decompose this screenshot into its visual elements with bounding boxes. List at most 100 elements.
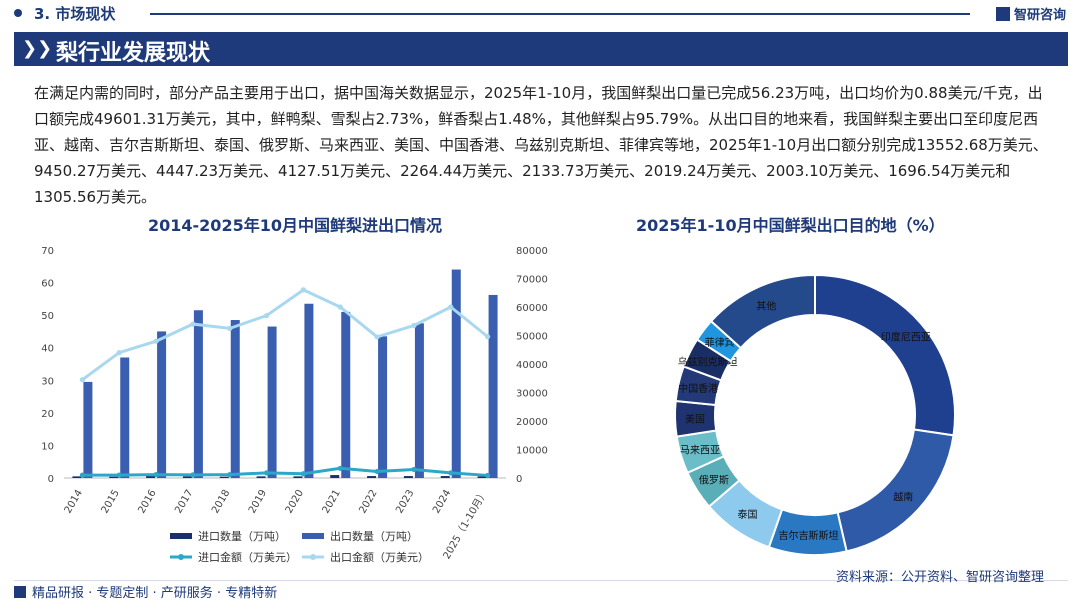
x-axis-tick: 2024 xyxy=(431,488,453,516)
line-point-0 xyxy=(227,471,233,478)
donut-slice xyxy=(814,273,956,437)
bar-0 xyxy=(293,476,303,478)
line-series-1 xyxy=(81,288,489,381)
x-axis-tick: 2023 xyxy=(394,488,416,516)
donut-slice-label: 马来西亚 xyxy=(680,444,720,456)
left-axis-tick: 10 xyxy=(41,441,54,452)
x-axis-tick: 2018 xyxy=(210,488,232,516)
left-axis-tick: 20 xyxy=(41,409,54,420)
footer-tagline: 精品研报 · 专题定制 · 产研服务 · 专精特新 xyxy=(14,582,277,601)
bar-1 xyxy=(378,336,388,478)
legend-label: 进口数量（万吨） xyxy=(198,530,286,543)
x-axis-tick: 2021 xyxy=(321,488,343,516)
bar-1 xyxy=(193,310,203,478)
bar-1 xyxy=(488,294,498,478)
donut-slice-label: 越南 xyxy=(893,490,913,503)
section-title: 3. 市场现状 xyxy=(34,5,116,23)
data-source: 资料来源：公开资料、智研咨询整理 xyxy=(835,570,1044,585)
donut-chart-title: 2025年1-10月中国鲜梨出口目的地（%） xyxy=(636,216,945,235)
brand-name: 智研咨询 xyxy=(1013,8,1066,23)
line-point-0 xyxy=(448,470,454,476)
line-point-0 xyxy=(79,472,86,478)
top-bar: 3. 市场现状 xyxy=(0,0,1080,26)
line-point-1 xyxy=(300,287,307,293)
line-point-0 xyxy=(263,470,270,476)
left-axis-tick: 70 xyxy=(41,246,54,257)
bar-0 xyxy=(182,476,192,478)
line-point-1 xyxy=(448,304,454,310)
bar-0 xyxy=(367,476,377,478)
bar-0 xyxy=(440,476,450,478)
line-point-0 xyxy=(153,471,159,478)
donut-slice xyxy=(709,273,816,350)
legend-marker xyxy=(178,554,184,560)
bar-0 xyxy=(219,476,229,478)
left-axis-tick: 50 xyxy=(41,311,54,322)
donut-slice xyxy=(836,428,955,553)
legend-swatch xyxy=(170,533,192,539)
bar-1 xyxy=(157,331,167,478)
bar-0 xyxy=(477,476,487,478)
x-axis-tick: 2022 xyxy=(357,488,379,516)
bar-1 xyxy=(120,357,130,478)
legend-label: 出口金额（万美元） xyxy=(330,550,429,564)
legend-marker xyxy=(310,554,316,560)
line-point-0 xyxy=(374,468,380,475)
bar-1 xyxy=(83,381,93,478)
line-point-0 xyxy=(484,472,491,479)
line-point-0 xyxy=(190,472,196,478)
line-point-0 xyxy=(300,471,307,477)
right-axis-tick: 60000 xyxy=(516,303,548,314)
bar-1 xyxy=(267,326,277,478)
bar-0 xyxy=(256,476,266,478)
line-point-1 xyxy=(190,321,196,327)
legend-label: 出口数量（万吨） xyxy=(330,529,418,543)
bar-0 xyxy=(403,476,413,478)
right-axis-tick: 10000 xyxy=(516,446,548,457)
footer-divider xyxy=(14,580,1068,581)
bar-1 xyxy=(451,269,461,478)
line-point-1 xyxy=(263,312,270,319)
right-axis-tick: 50000 xyxy=(516,332,548,343)
title-banner: ❯❯ 梨行业发展现状 xyxy=(14,32,1068,66)
right-axis-tick: 0 xyxy=(516,474,522,485)
footer-tagline-text: 精品研报 · 专题定制 · 产研服务 · 专精特新 xyxy=(32,586,278,601)
donut-slice-label: 乌兹别克斯坦 xyxy=(678,356,738,369)
bar-1 xyxy=(341,311,351,478)
divider xyxy=(150,13,970,15)
donut-slice-label: 泰国 xyxy=(738,508,758,521)
x-axis-tick: 2017 xyxy=(173,488,195,516)
right-axis-tick: 80000 xyxy=(516,246,548,257)
line-point-1 xyxy=(411,322,417,329)
bar-0 xyxy=(109,476,119,478)
line-point-1 xyxy=(79,377,86,383)
bar-chart-title: 2014-2025年10月中国鲜梨进出口情况 xyxy=(148,216,442,235)
line-point-1 xyxy=(116,350,122,356)
left-axis-tick: 60 xyxy=(41,279,54,290)
donut-slice-label: 印度尼西亚 xyxy=(881,331,931,344)
line-point-1 xyxy=(153,338,159,344)
legend-swatch xyxy=(302,533,324,539)
left-axis-tick: 30 xyxy=(41,376,54,387)
bar-0 xyxy=(72,476,82,478)
line-series-0 xyxy=(82,466,488,477)
bar-0 xyxy=(146,476,156,478)
left-axis-tick: 40 xyxy=(41,344,54,355)
report-icon xyxy=(14,586,26,598)
brand-logo-icon xyxy=(995,7,1010,21)
donut-slice-label: 其他 xyxy=(756,299,776,312)
x-axis-tick: 2016 xyxy=(136,488,158,516)
bar-1 xyxy=(304,303,314,478)
right-axis-tick: 40000 xyxy=(516,360,548,371)
legend-label: 进口金额（万美元） xyxy=(198,550,297,564)
right-axis-tick: 20000 xyxy=(516,417,548,428)
line-point-0 xyxy=(337,465,343,471)
x-axis-tick: 2019 xyxy=(247,488,269,516)
donut-slice-label: 菲律宾 xyxy=(705,336,735,349)
donut-slice-label: 俄罗斯 xyxy=(699,474,729,487)
line-point-1 xyxy=(484,334,491,340)
x-axis-tick: 2014 xyxy=(63,488,85,516)
bar-1 xyxy=(414,323,424,478)
donut-slice-label: 美国 xyxy=(685,412,705,425)
